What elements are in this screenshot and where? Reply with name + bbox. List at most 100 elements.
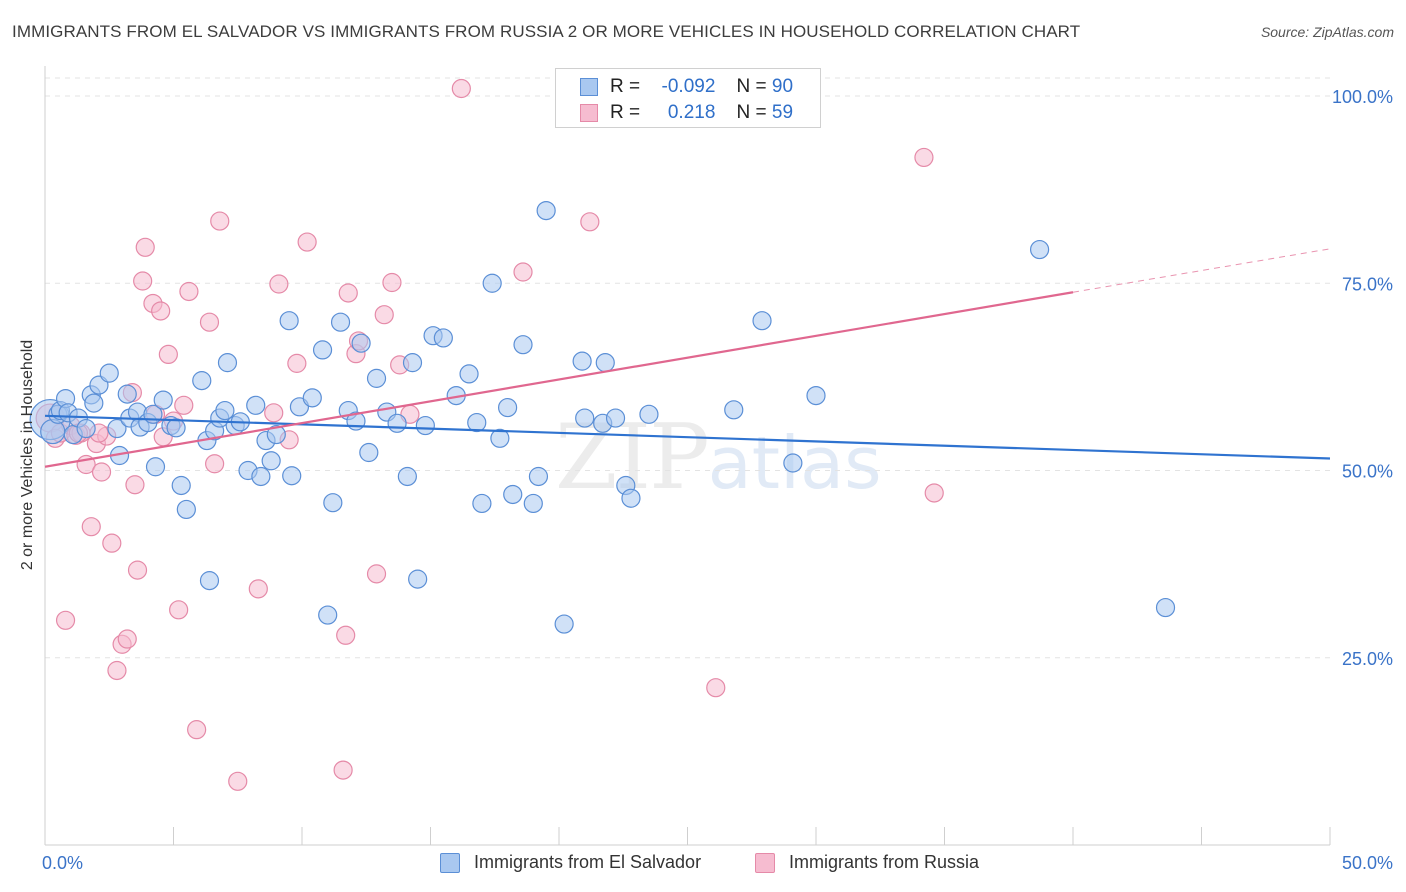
el-salvador-point	[433, 328, 453, 348]
el-salvador-point	[84, 393, 104, 413]
el-salvador-point	[176, 499, 196, 520]
el-salvador-point	[199, 571, 220, 591]
el-salvador-point	[153, 390, 173, 410]
el-salvador-point	[166, 418, 186, 438]
legend-label: Immigrants from El Salvador	[474, 852, 702, 872]
russia-point	[151, 301, 171, 321]
russia-trend-extension	[1072, 248, 1331, 293]
russia-point	[366, 564, 387, 584]
el-salvador-point	[76, 418, 96, 439]
russia-point	[107, 660, 127, 681]
russia-point	[55, 610, 76, 630]
russia-point	[117, 629, 137, 649]
russia-point	[333, 760, 353, 780]
source-label: Source: ZipAtlas.com	[1260, 24, 1394, 40]
el-salvador-point	[467, 412, 487, 433]
legend-r-label: R =	[610, 102, 641, 123]
el-salvador-point	[513, 335, 533, 355]
y-tick-label: 75.0%	[1342, 274, 1393, 294]
legend-swatch-blue	[440, 852, 460, 873]
el-salvador-point	[215, 400, 235, 421]
russia-point	[513, 262, 533, 282]
russia-point	[914, 147, 934, 168]
el-salvador-point	[192, 371, 212, 391]
russia-point	[169, 600, 189, 620]
el-salvador-point	[572, 351, 592, 371]
el-salvador-point	[523, 493, 543, 514]
el-salvador-point	[408, 569, 428, 589]
legend-swatch-pink	[580, 104, 598, 122]
legend-item-el-salvador[interactable]: Immigrants from El Salvador	[440, 852, 701, 873]
legend-n-label: N =	[736, 76, 767, 97]
russia-point	[91, 462, 112, 482]
el-salvador-point	[472, 493, 492, 514]
russia-point	[269, 274, 289, 294]
legend-r-label: R =	[610, 76, 641, 97]
el-salvador-point	[806, 386, 826, 406]
el-salvador-point	[366, 368, 387, 388]
el-salvador-point	[459, 364, 479, 384]
el-salvador-point	[595, 353, 615, 373]
el-salvador-point	[387, 413, 407, 433]
russia-point	[199, 312, 220, 332]
y-axis-label: 2 or more Vehicles in Household	[19, 339, 36, 571]
russia-point	[102, 533, 122, 553]
legend-n-label: N =	[736, 102, 767, 123]
el-salvador-point	[99, 363, 119, 383]
legend-label: Immigrants from Russia	[789, 852, 980, 872]
legend-swatch-pink	[755, 852, 775, 873]
russia-point	[228, 771, 248, 791]
russia-point	[338, 283, 358, 303]
russia-point	[127, 560, 148, 580]
russia-point	[81, 517, 101, 537]
el-salvador-point	[490, 428, 510, 448]
el-salvador-point	[282, 466, 302, 486]
russia-point	[924, 483, 944, 503]
el-salvador-point	[302, 388, 322, 408]
el-salvador-point	[621, 488, 641, 508]
el-salvador-point	[605, 408, 626, 428]
el-salvador-point	[554, 614, 574, 634]
el-salvador-point	[482, 273, 502, 293]
el-salvador-point	[498, 397, 518, 418]
el-salvador-trend-line	[44, 414, 1331, 460]
y-tick-label: 25.0%	[1342, 649, 1393, 669]
russia-point	[287, 353, 307, 373]
russia-point	[158, 344, 178, 365]
el-salvador-point	[402, 353, 423, 373]
axes	[44, 66, 1331, 846]
russia-point	[135, 237, 155, 257]
el-salvador-point	[351, 333, 371, 353]
series-el-salvador-points	[29, 200, 1176, 634]
russia-point	[374, 305, 394, 325]
x-tick-label: 0.0%	[42, 853, 83, 873]
russia-point	[248, 579, 268, 599]
legend-row-russia: R = 0.218 N = 59	[580, 102, 793, 124]
russia-point	[580, 212, 600, 232]
el-salvador-point	[752, 311, 772, 331]
russia-point	[174, 395, 194, 415]
el-salvador-point	[503, 484, 523, 505]
chart-title: IMMIGRANTS FROM EL SALVADOR VS IMMIGRANT…	[12, 22, 1081, 41]
el-salvador-point	[323, 493, 343, 513]
el-salvador-point	[575, 408, 595, 428]
legend-item-russia[interactable]: Immigrants from Russia	[755, 852, 979, 873]
russia-point	[133, 271, 153, 291]
el-salvador-point	[359, 442, 379, 463]
series-russia-points	[35, 78, 944, 791]
el-salvador-point	[415, 415, 435, 436]
el-salvador-point	[330, 312, 351, 332]
russia-point	[336, 625, 356, 645]
russia-point	[451, 78, 471, 99]
el-salvador-point	[724, 400, 744, 420]
el-salvador-point	[171, 475, 191, 496]
el-salvador-point	[217, 353, 238, 373]
y-tick-label: 100.0%	[1332, 87, 1393, 107]
el-salvador-point	[251, 466, 271, 487]
el-salvador-point	[261, 451, 281, 471]
legend-row-el-salvador: R = -0.092 N = 90	[580, 76, 793, 98]
russia-point	[264, 403, 284, 423]
x-tick-label: 50.0%	[1342, 853, 1393, 873]
legend-swatch-blue	[580, 78, 598, 96]
